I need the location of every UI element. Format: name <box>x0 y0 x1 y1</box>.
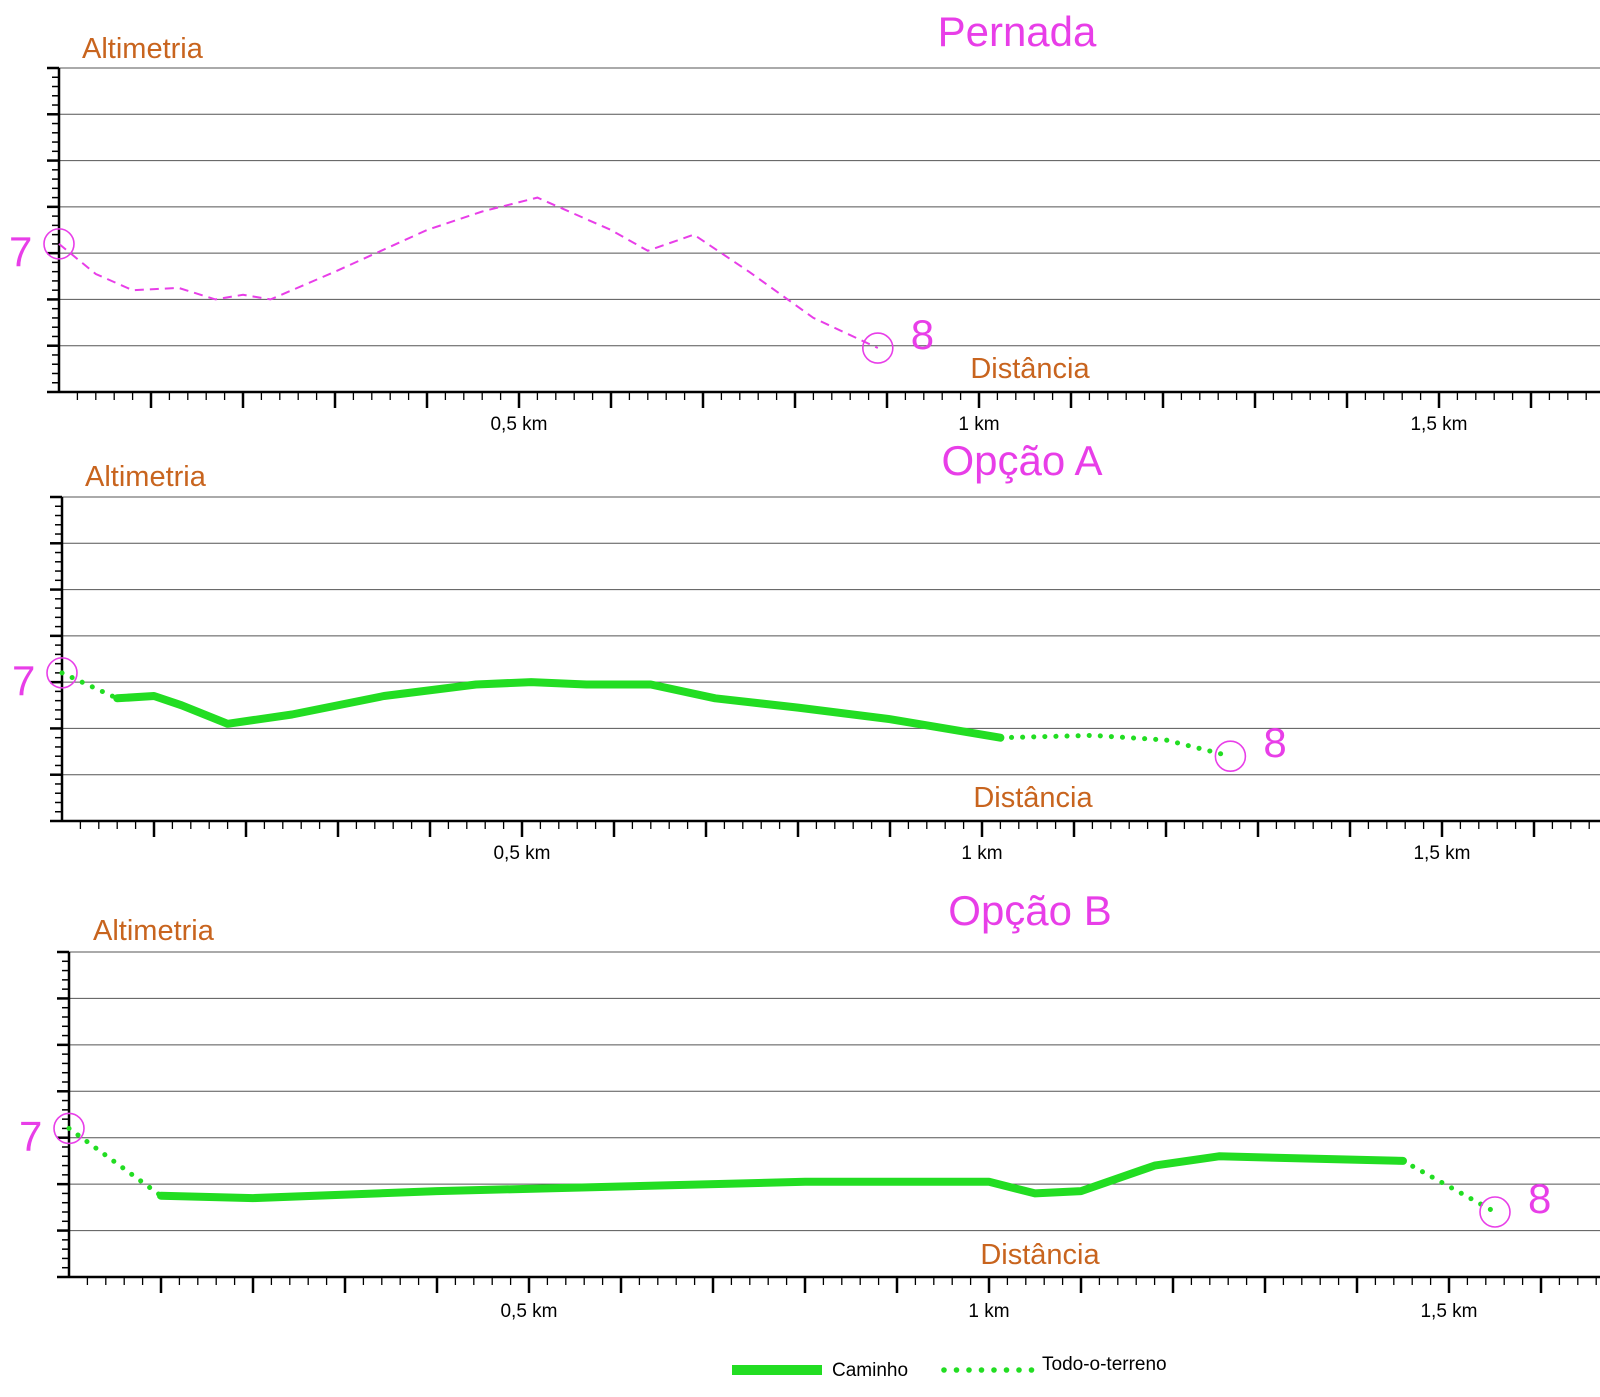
start-control-label: 7 <box>19 1112 42 1159</box>
todo-o-terreno-line <box>1400 1158 1498 1215</box>
todo-o-terreno-line <box>66 1125 164 1199</box>
legend-dot <box>1003 1367 1010 1373</box>
end-control-label: 8 <box>1528 1175 1551 1222</box>
legend-dot <box>966 1367 972 1373</box>
chart-title: Pernada <box>938 8 1097 55</box>
caminho-line <box>113 678 1005 742</box>
legend-dot <box>1016 1367 1022 1373</box>
start-control-marker <box>53 1112 85 1145</box>
altimetry-chart-2: 0,5 km 1 km 1,5 km Opção A Altimetria Distânc… <box>12 437 1600 864</box>
x-axis-label: Distância <box>973 782 1093 814</box>
y-axis-label: Altimetria <box>93 915 215 947</box>
x-tick-label: 1,5 km <box>1420 1301 1477 1322</box>
x-axis-label: Distância <box>980 1239 1100 1271</box>
chart-title: Opção A <box>941 437 1102 484</box>
x-tick-label: 1 km <box>958 414 999 435</box>
x-axis-label: Distância <box>970 353 1090 385</box>
start-control-label: 7 <box>9 228 32 275</box>
y-axis-label: Altimetria <box>85 461 207 493</box>
end-control-label: 8 <box>1263 719 1286 766</box>
legend-dot <box>953 1367 960 1373</box>
charts-group: 0,5 km 1 km 1,5 km Pernada Altimetria Distânc… <box>9 8 1600 1322</box>
x-tick-label: 0,5 km <box>493 843 550 864</box>
x-tick-label: 1 km <box>968 1301 1009 1322</box>
y-axis-label: Altimetria <box>82 33 204 65</box>
x-tick-label: 0,5 km <box>500 1301 557 1322</box>
x-tick-label: 0,5 km <box>490 414 547 435</box>
legend: Caminho Todo-o-terreno <box>732 1354 1167 1381</box>
x-tick-label: 1,5 km <box>1410 414 1467 435</box>
legend-label-todo-o-terreno: Todo-o-terreno <box>1042 1354 1167 1375</box>
legend-dot <box>941 1367 947 1373</box>
todo-o-terreno-line <box>997 732 1233 759</box>
altimetry-chart-3: 0,5 km 1 km 1,5 km Opção B Altimetria Distânc… <box>19 887 1600 1322</box>
legend-label-caminho: Caminho <box>832 1360 908 1381</box>
todo-o-terreno-line <box>59 670 120 701</box>
altimetry-chart-1: 0,5 km 1 km 1,5 km Pernada Altimetria Distânc… <box>9 8 1600 435</box>
legend-dot <box>1028 1367 1035 1373</box>
start-control-marker <box>46 657 78 689</box>
legend-swatch-todo-o-terreno <box>941 1367 1035 1373</box>
caminho-line <box>157 1152 1407 1203</box>
end-control-marker <box>861 332 894 364</box>
start-control-marker <box>43 228 75 260</box>
legend-dot <box>978 1367 985 1373</box>
leg-line <box>58 196 879 349</box>
legend-dot <box>991 1367 997 1373</box>
start-control-label: 7 <box>12 657 35 704</box>
x-tick-label: 1,5 km <box>1413 843 1470 864</box>
x-tick-label: 1 km <box>961 843 1002 864</box>
end-control-marker <box>1479 1196 1511 1228</box>
end-control-label: 8 <box>911 311 934 358</box>
chart-title: Opção B <box>948 887 1111 934</box>
end-control-marker <box>1214 740 1247 773</box>
